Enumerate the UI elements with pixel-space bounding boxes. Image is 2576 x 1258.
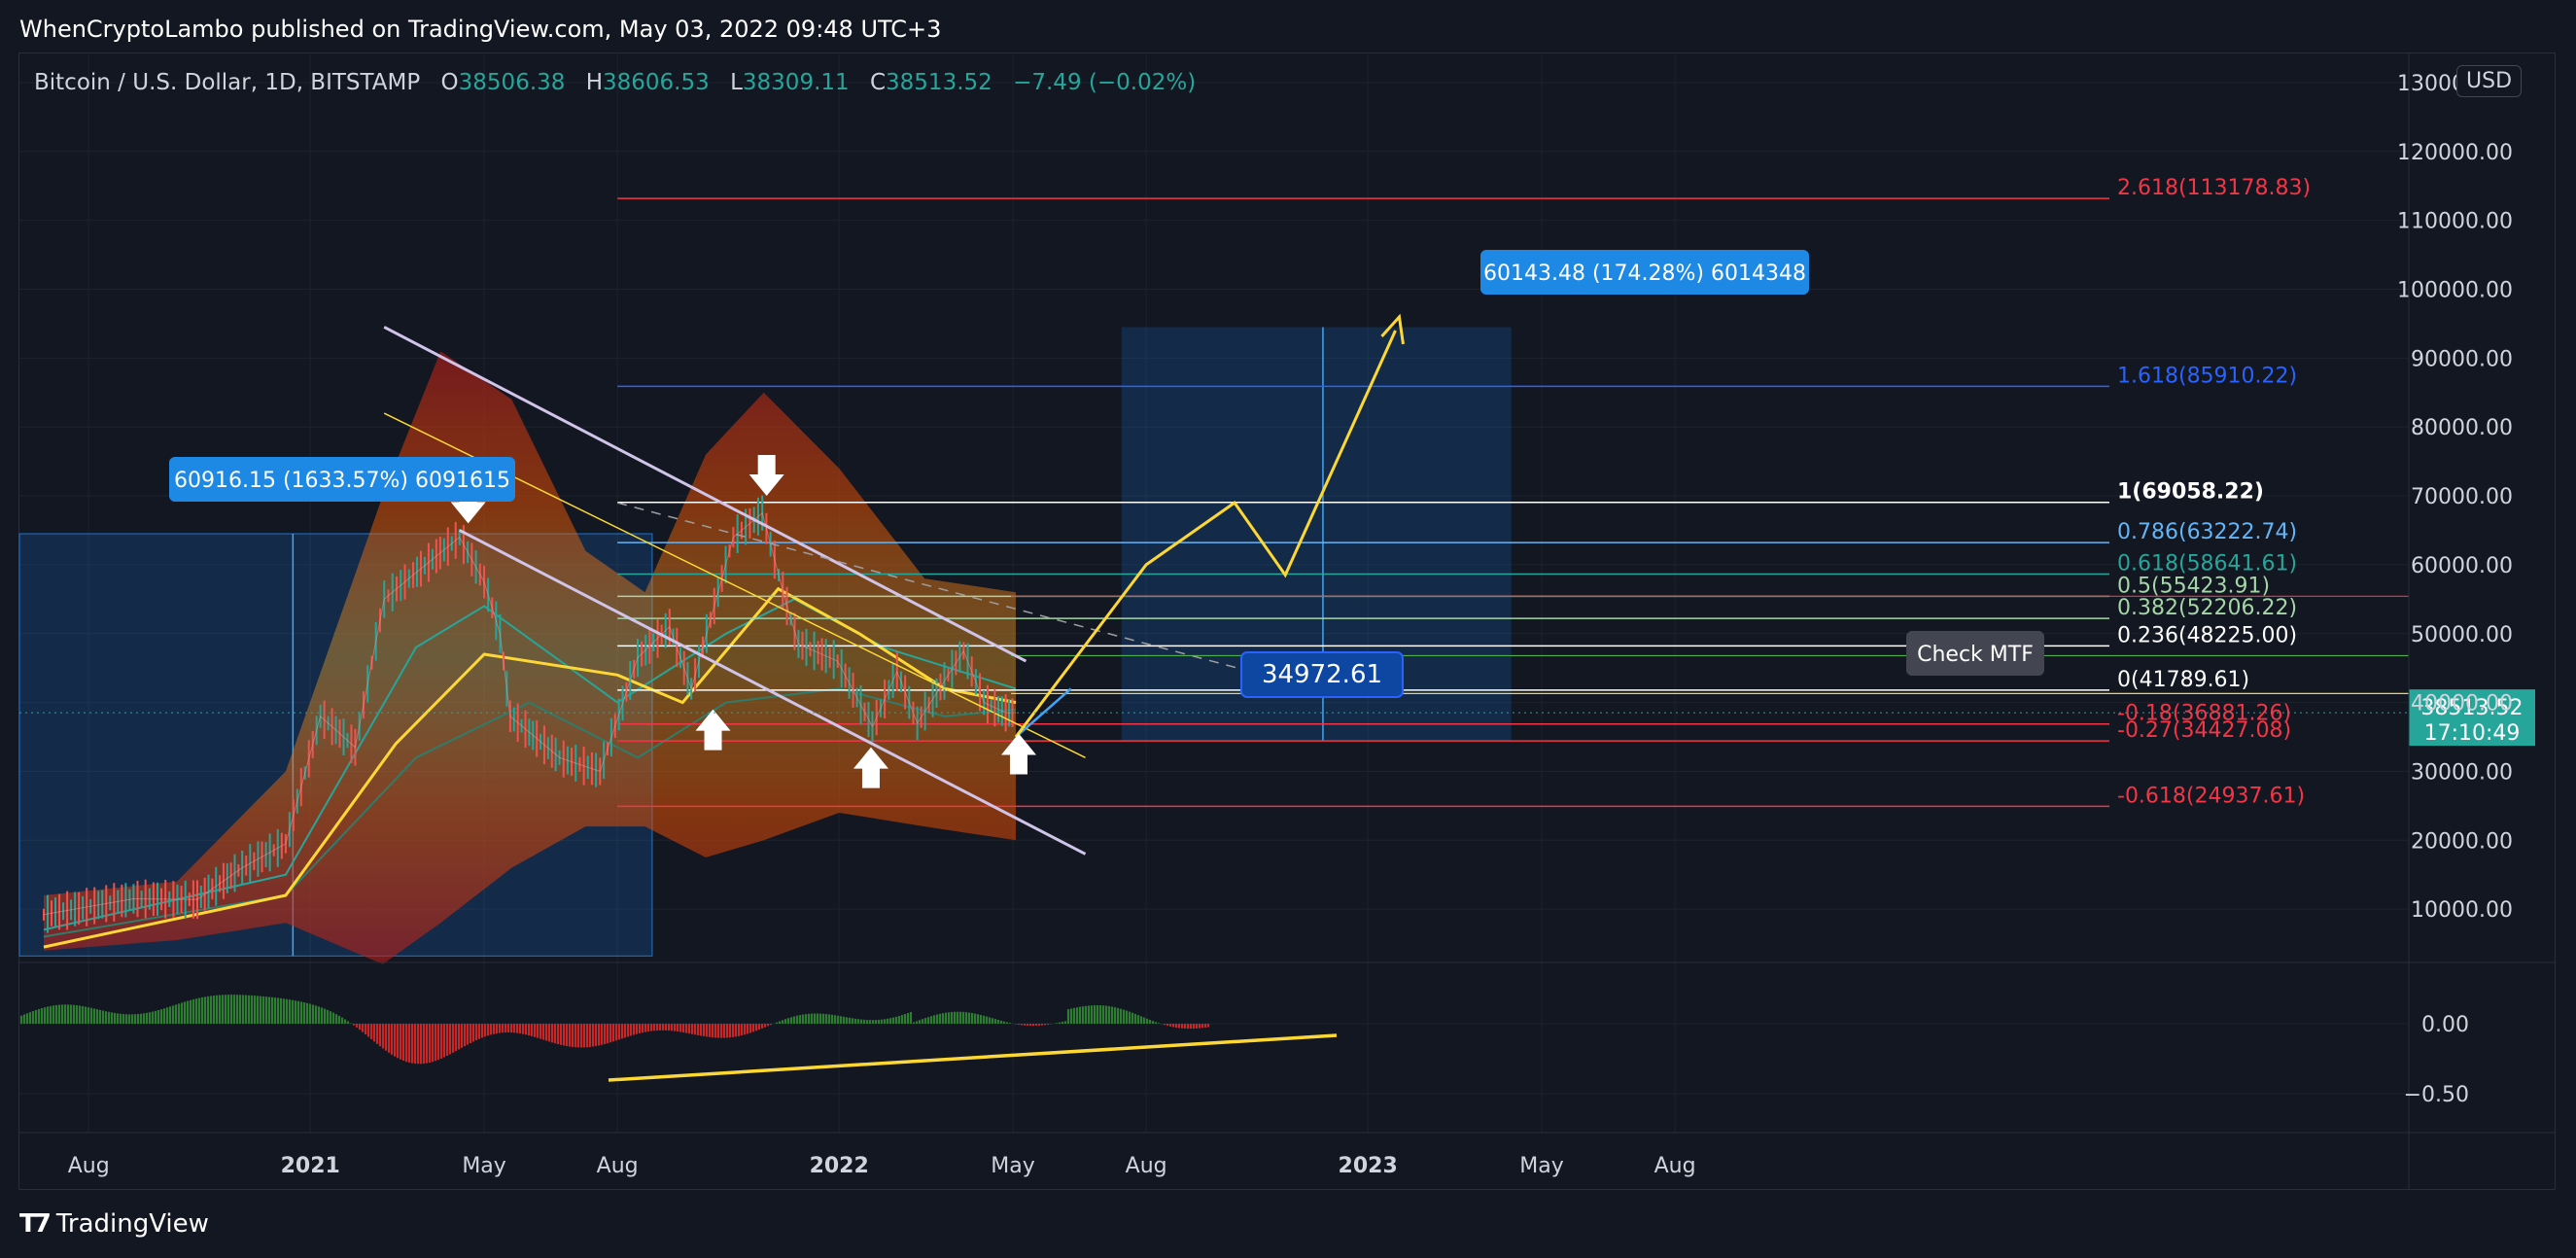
y-tick-label: 80000.00 <box>2411 416 2513 440</box>
x-tick-label: May <box>462 1154 505 1178</box>
price-candles <box>43 495 1017 933</box>
fibonacci-levels: 2.618(113178.83) 1.618(85910.22) 1(69058.2… <box>617 176 2409 808</box>
publisher-text: WhenCryptoLambo published on TradingView… <box>19 16 942 43</box>
projection-arrowhead <box>1380 313 1405 345</box>
channel-upper-line <box>383 326 1027 663</box>
measure-label-1-bg <box>169 457 515 502</box>
change-value: −7.49 (−0.02%) <box>1013 70 1197 95</box>
high-label: H <box>585 70 604 95</box>
tradingview-logo-icon: T7 <box>19 1209 52 1239</box>
x-tick-label: Aug <box>597 1154 639 1178</box>
arrow-up-icon <box>1000 733 1036 775</box>
symbol-name[interactable]: Bitcoin / U.S. Dollar, 1D, BITSTAMP <box>34 70 421 95</box>
x-tick-label: Aug <box>1654 1154 1696 1178</box>
publish-bar: WhenCryptoLambo published on TradingView… <box>0 0 2576 52</box>
projection-path <box>1014 330 1397 738</box>
check-mtf-label-bg <box>1906 631 2044 676</box>
y-tick-label: 50000.00 <box>2411 623 2513 647</box>
arrow-up-icon <box>853 747 888 788</box>
open-label: O <box>440 70 459 95</box>
low-label: L <box>730 70 743 95</box>
fib-level-label: -0.18(36881.26) <box>2117 702 2291 726</box>
measure-label-2: 60143.48 (174.28%) 6014348 <box>1483 262 1806 286</box>
y-tick-label: 60000.00 <box>2411 554 2513 578</box>
x-tick-label: Aug <box>1126 1154 1167 1178</box>
fib-level-label: 1(69058.22) <box>2117 480 2264 505</box>
osc-tick-label: 0.00 <box>2421 1013 2469 1037</box>
y-tick-label: 40000.00 <box>2411 692 2513 716</box>
price-line <box>43 511 1017 916</box>
arrow-down-icon <box>748 455 784 497</box>
fib-level-label: 2.618(113178.83) <box>2117 176 2311 200</box>
fib-level-label: -0.27(34427.08) <box>2117 718 2291 743</box>
fib-level-label: 0(41789.61) <box>2117 668 2249 692</box>
ma-line-yellow <box>43 586 1017 949</box>
currency-button[interactable]: USD <box>2456 65 2523 97</box>
price-tag-label-bg <box>1240 651 1404 698</box>
blue-breakout-line <box>1015 687 1072 738</box>
x-tick-label: May <box>1519 1154 1563 1178</box>
dashed-trend-line <box>616 502 1277 680</box>
x-tick-label: Aug <box>68 1154 110 1178</box>
arrow-up-icon <box>695 709 731 751</box>
measure-label-2-bg <box>1480 250 1809 295</box>
annotations: 60916.15 (1633.57%) 6091615 60143.48 (174… <box>19 250 2535 788</box>
oscillator-histogram <box>19 995 1338 1082</box>
y-tick-label: 100000.00 <box>2397 279 2513 303</box>
channel-lower-line <box>459 529 1087 856</box>
y-tick-label: 70000.00 <box>2411 485 2513 509</box>
fib-level-label: 0.382(52206.22) <box>2117 596 2297 620</box>
open-value: 38506.38 <box>458 70 566 95</box>
last-price-tag-bg <box>2409 689 2535 747</box>
x-tick-label: 2021 <box>281 1154 340 1178</box>
y-tick-label: 20000.00 <box>2411 829 2513 854</box>
y-tick-label: 90000.00 <box>2411 347 2513 371</box>
x-tick-label: 2023 <box>1339 1154 1398 1178</box>
fib-level-label: 0.786(63222.74) <box>2117 520 2297 544</box>
y-tick-label: 110000.00 <box>2397 210 2513 234</box>
footer-brand: T7 TradingView <box>19 1209 209 1239</box>
brand-text: TradingView <box>55 1209 209 1239</box>
fib-level-label: 0.618(58641.61) <box>2117 552 2297 577</box>
fib-level-label: 0.236(48225.00) <box>2117 623 2297 647</box>
ma-ribbon <box>44 351 1016 964</box>
fib-level-label: -0.618(24937.61) <box>2117 784 2305 808</box>
x-tick-label: May <box>991 1154 1034 1178</box>
ohlc-legend: Bitcoin / U.S. Dollar, 1D, BITSTAMP O385… <box>34 70 1196 95</box>
last-price-label: 38513.52 <box>2421 696 2524 720</box>
osc-divergence-line <box>608 1033 1338 1082</box>
measure-label-1: 60916.15 (1633.57%) 6091615 <box>174 469 510 493</box>
osc-tick-label: −0.50 <box>2404 1083 2469 1107</box>
close-label: C <box>869 70 887 95</box>
x-tick-label: 2022 <box>810 1154 869 1178</box>
close-value: 38513.52 <box>886 70 992 95</box>
high-value: 38606.53 <box>603 70 710 95</box>
price-tag-label: 34972.61 <box>1262 660 1382 689</box>
axes: 10000.00 20000.00 30000.00 40000.00 50000.00… <box>19 52 2556 1190</box>
y-tick-label: 30000.00 <box>2411 760 2513 785</box>
fib-level-label: 0.5(55423.91) <box>2117 574 2270 598</box>
y-tick-label: 10000.00 <box>2411 898 2513 923</box>
fib-level-label: 1.618(85910.22) <box>2117 364 2297 388</box>
check-mtf-label: Check MTF <box>1917 643 2034 667</box>
low-value: 38309.11 <box>742 70 850 95</box>
y-tick-label: 120000.00 <box>2397 141 2513 165</box>
countdown-label: 17:10:49 <box>2424 721 2521 746</box>
